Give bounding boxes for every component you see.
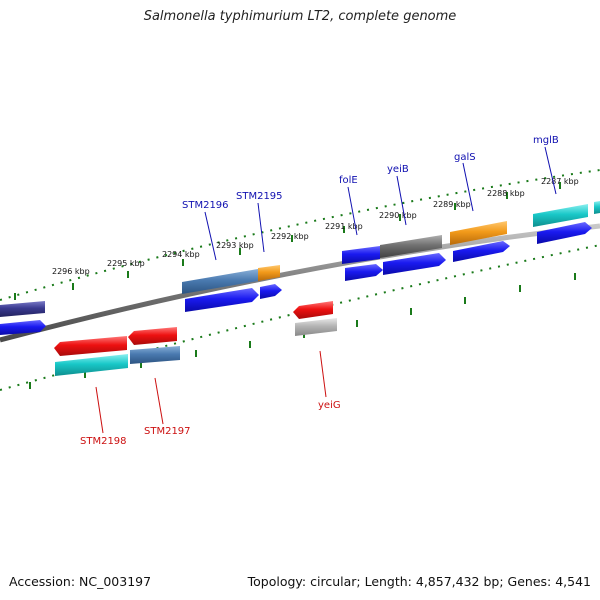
accession-text: Accession: NC_003197 — [9, 574, 152, 589]
gene-feature — [342, 246, 380, 264]
gene-label-fole: folE — [339, 175, 358, 186]
scale-label: 2292 kbp — [271, 232, 309, 241]
gene-label-yeig: yeiG — [318, 400, 341, 411]
reverse-features — [54, 301, 337, 376]
gene-feature — [258, 265, 280, 281]
gene-arrow — [260, 284, 282, 299]
scale-labels: 2296 kbp 2295 kbp 2294 kbp 2293 kbp 2292… — [52, 177, 579, 276]
gene-feature — [182, 269, 258, 294]
forward-features-outer — [0, 201, 600, 317]
gene-feature — [533, 204, 588, 227]
scale-label: 2294 kbp — [162, 250, 200, 259]
scale-label: 2289 kbp — [433, 200, 471, 209]
gene-feature — [130, 346, 180, 364]
gene-arrow — [0, 320, 46, 335]
map-title: Salmonella typhimurium LT2, complete gen… — [143, 9, 457, 24]
gene-arrow — [383, 253, 446, 275]
scale-label: 2293 kbp — [216, 241, 254, 250]
gene-feature — [450, 221, 507, 245]
gene-arrow — [185, 288, 259, 312]
genome-backbone — [0, 223, 600, 343]
topology-text: Topology: circular; Length: 4,857,432 bp… — [247, 574, 591, 589]
forward-features-inner — [0, 222, 592, 335]
gene-label-stm2195: STM2195 — [236, 191, 283, 202]
scale-label: 2287 kbp — [541, 177, 579, 186]
label-pointers — [95, 146, 557, 434]
gene-labels: STM2196 STM2195 folE yeiB galS mglB STM2… — [80, 135, 559, 447]
gene-arrow — [293, 301, 333, 319]
gene-feature — [295, 318, 337, 336]
gene-feature — [55, 354, 128, 376]
scale-label: 2291 kbp — [325, 222, 363, 231]
scale-label: 2295 kbp — [107, 259, 145, 268]
scale-label: 2290 kbp — [379, 211, 417, 220]
gene-arrow — [128, 327, 177, 345]
gene-feature — [594, 201, 600, 214]
scale-label: 2296 kbp — [52, 267, 90, 276]
gene-arrow — [537, 222, 592, 244]
upper-major-ticks — [14, 182, 561, 300]
gene-label-mglb: mglB — [533, 135, 559, 146]
gene-feature — [0, 301, 45, 317]
gene-arrow — [453, 241, 510, 262]
gene-label-yeib: yeiB — [387, 164, 409, 175]
gene-label-gals: galS — [454, 152, 476, 163]
gene-arrow — [54, 336, 127, 356]
gene-arrow — [345, 264, 383, 281]
gene-label-stm2198: STM2198 — [80, 436, 127, 447]
gene-label-stm2197: STM2197 — [144, 426, 191, 437]
gene-feature — [380, 235, 442, 258]
gene-label-stm2196: STM2196 — [182, 200, 229, 211]
scale-label: 2288 kbp — [487, 189, 525, 198]
